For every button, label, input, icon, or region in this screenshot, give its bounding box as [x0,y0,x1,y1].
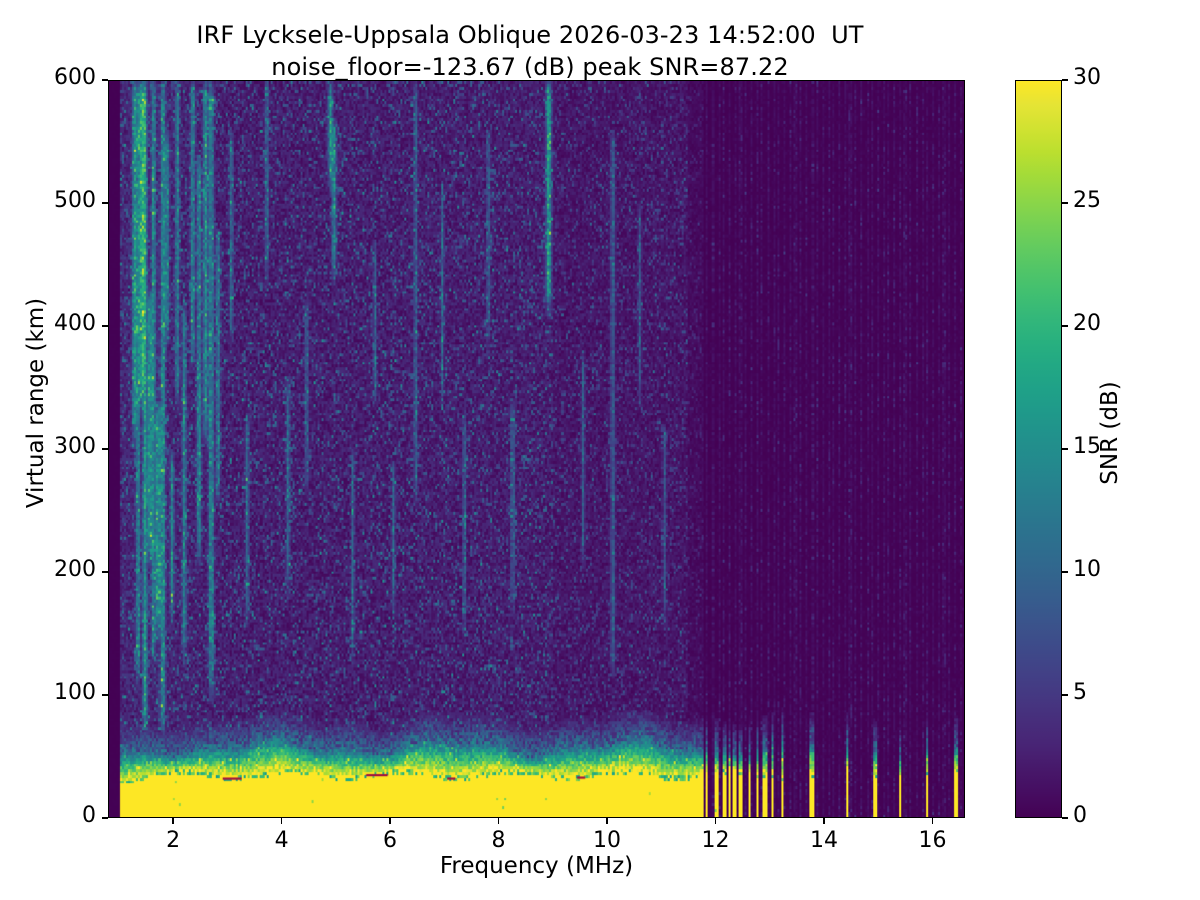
y-tick-mark [102,571,108,573]
colorbar-tick-label: 10 [1073,557,1101,582]
x-tick-mark [606,818,608,824]
y-tick-label: 400 [54,311,96,336]
colorbar-tick-label: 25 [1073,188,1101,213]
ionogram-heatmap [109,81,964,817]
colorbar-tick-mark [1062,79,1068,81]
y-tick-label: 100 [54,680,96,705]
x-tick-label: 16 [918,828,947,853]
colorbar-label: SNR (dB) [1097,381,1123,485]
colorbar-tick-mark [1062,448,1068,450]
x-tick-label: 14 [809,828,838,853]
y-axis-label: Virtual range (km) [23,297,49,509]
y-tick-mark [102,694,108,696]
colorbar-tick-label: 15 [1073,434,1101,459]
colorbar-gradient [1016,81,1061,817]
x-tick-mark [497,818,500,824]
colorbar-tick-mark [1062,325,1068,327]
colorbar-tick-label: 20 [1073,311,1101,336]
y-tick-mark [102,448,108,450]
x-tick-label: 6 [383,828,398,853]
y-tick-label: 200 [54,557,96,582]
y-tick-label: 500 [54,188,96,213]
colorbar-tick-mark [1062,817,1068,819]
colorbar-tick-label: 0 [1073,803,1087,828]
x-tick-mark [172,818,174,824]
y-tick-mark [102,79,108,81]
y-tick-mark [102,325,108,327]
title-line-1: IRF Lycksele-Uppsala Oblique 2026-03-23 … [196,21,864,49]
x-tick-mark [389,818,391,824]
colorbar-tick-mark [1062,694,1068,696]
x-tick-label: 12 [701,828,730,853]
colorbar-tick-mark [1062,202,1068,204]
x-tick-label: 2 [166,828,181,853]
x-tick-label: 10 [593,828,621,853]
colorbar-tick-mark [1062,571,1068,573]
x-tick-mark [280,818,283,824]
y-tick-label: 0 [82,803,96,828]
x-tick-mark [823,818,825,824]
colorbar-tick-label: 5 [1073,680,1087,705]
title-line-2: noise_floor=-123.67 (dB) peak SNR=87.22 [271,52,789,81]
y-tick-label: 300 [54,434,96,459]
y-tick-mark [102,202,108,204]
y-tick-mark [102,817,108,819]
x-tick-label: 4 [274,828,289,853]
colorbar-tick-label: 30 [1073,65,1101,90]
x-axis-label: Frequency (MHz) [439,853,634,879]
x-tick-mark [931,818,934,824]
colorbar[interactable] [1015,80,1062,818]
x-tick-mark [714,818,717,824]
chart-title: IRF Lycksele-Uppsala Oblique 2026-03-23 … [0,20,1060,84]
ionogram-plot-area[interactable] [108,80,965,818]
y-tick-label: 600 [54,65,96,90]
x-tick-label: 8 [491,828,506,853]
